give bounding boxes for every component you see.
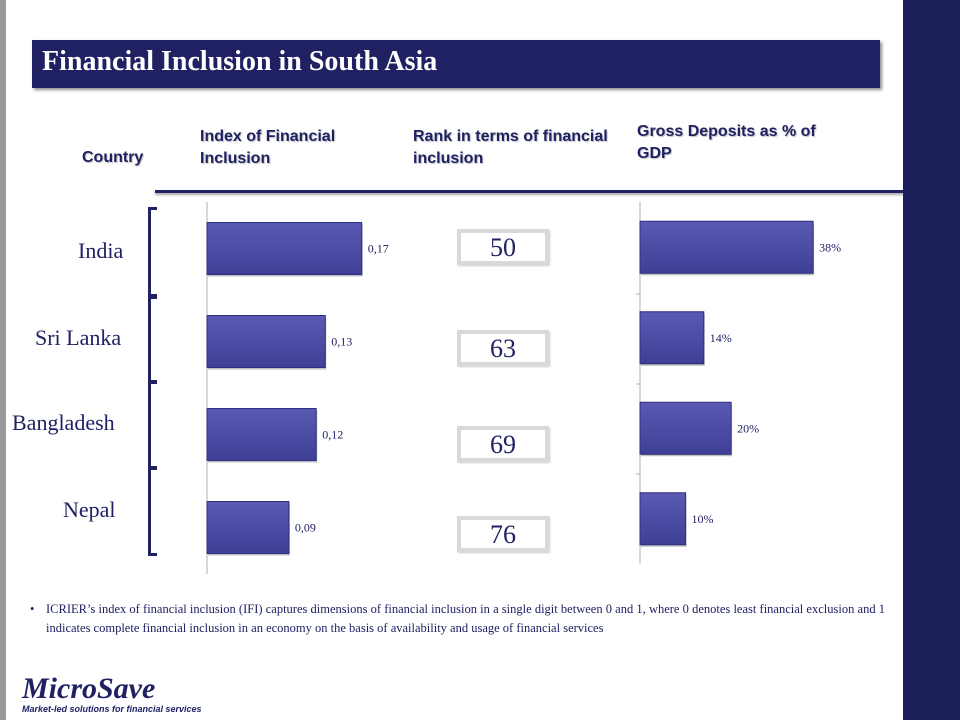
header-divider (155, 190, 903, 193)
logo-tagline: Market-led solutions for financial servi… (22, 704, 202, 714)
footnote-text: ICRIER’s index of financial inclusion (I… (46, 602, 885, 635)
deposits-bar-sri-lanka (639, 311, 705, 365)
country-label-bangladesh: Bangladesh (12, 410, 115, 435)
ifi-bar-sri-lanka (206, 315, 326, 368)
footnote: • ICRIER’s index of financial inclusion … (30, 600, 885, 638)
rank-value-sri-lanka: 63 (490, 334, 516, 363)
header-country: Country (82, 149, 144, 166)
ifi-bar-bangladesh (206, 408, 317, 461)
microsave-logo: MicroSave Market-led solutions for finan… (22, 672, 202, 715)
header-deposits: Gross Deposits as % of GDP (637, 123, 816, 162)
deposits-bar-chart: 38% 14% 20% 10% (636, 202, 841, 564)
rank-box-india: 50 (457, 229, 549, 265)
right-side-bar (903, 0, 960, 720)
ifi-value-label: 0,17 (368, 242, 389, 256)
header-rank: Rank in terms of financial inclusion (413, 128, 608, 167)
deposits-value-label: 14% (710, 331, 732, 345)
country-label-india: India (78, 238, 124, 263)
rank-value-bangladesh: 69 (490, 430, 516, 459)
row-bracket-bangladesh (148, 380, 157, 470)
row-bracket-india (148, 207, 157, 299)
slide-title: Financial Inclusion in South Asia (42, 46, 438, 77)
country-label-sri-lanka: Sri Lanka (35, 325, 122, 350)
title-bar: Financial Inclusion in South Asia (32, 40, 880, 88)
rank-box-bangladesh: 69 (457, 426, 549, 462)
ifi-value-label: 0,09 (295, 521, 316, 535)
deposits-bar-bangladesh (639, 401, 732, 455)
rank-box-sri-lanka: 63 (457, 330, 549, 366)
row-bracket-sri-lanka (148, 294, 157, 384)
ifi-bar-chart: 0,17 0,13 0,12 0,09 (206, 202, 389, 574)
rank-box-nepal: 76 (457, 516, 549, 552)
left-edge-strip (0, 0, 6, 720)
ifi-bar-nepal (206, 501, 290, 554)
deposits-value-label: 20% (737, 421, 759, 435)
ifi-value-label: 0,13 (331, 335, 352, 349)
deposits-value-label: 38% (819, 240, 841, 254)
logo-name: MicroSave (22, 672, 156, 705)
country-label-nepal: Nepal (63, 497, 116, 522)
deposits-value-label: 10% (692, 512, 714, 526)
ifi-bar-india (206, 222, 363, 275)
deposits-bar-nepal (639, 492, 687, 546)
rank-value-india: 50 (490, 233, 516, 262)
header-ifi: Index of Financial Inclusion (200, 128, 336, 167)
deposits-bar-india (639, 220, 814, 274)
rank-value-nepal: 76 (490, 520, 516, 549)
row-bracket-nepal (148, 466, 157, 556)
footnote-bullet-icon: • (30, 602, 35, 616)
ifi-value-label: 0,12 (322, 428, 343, 442)
